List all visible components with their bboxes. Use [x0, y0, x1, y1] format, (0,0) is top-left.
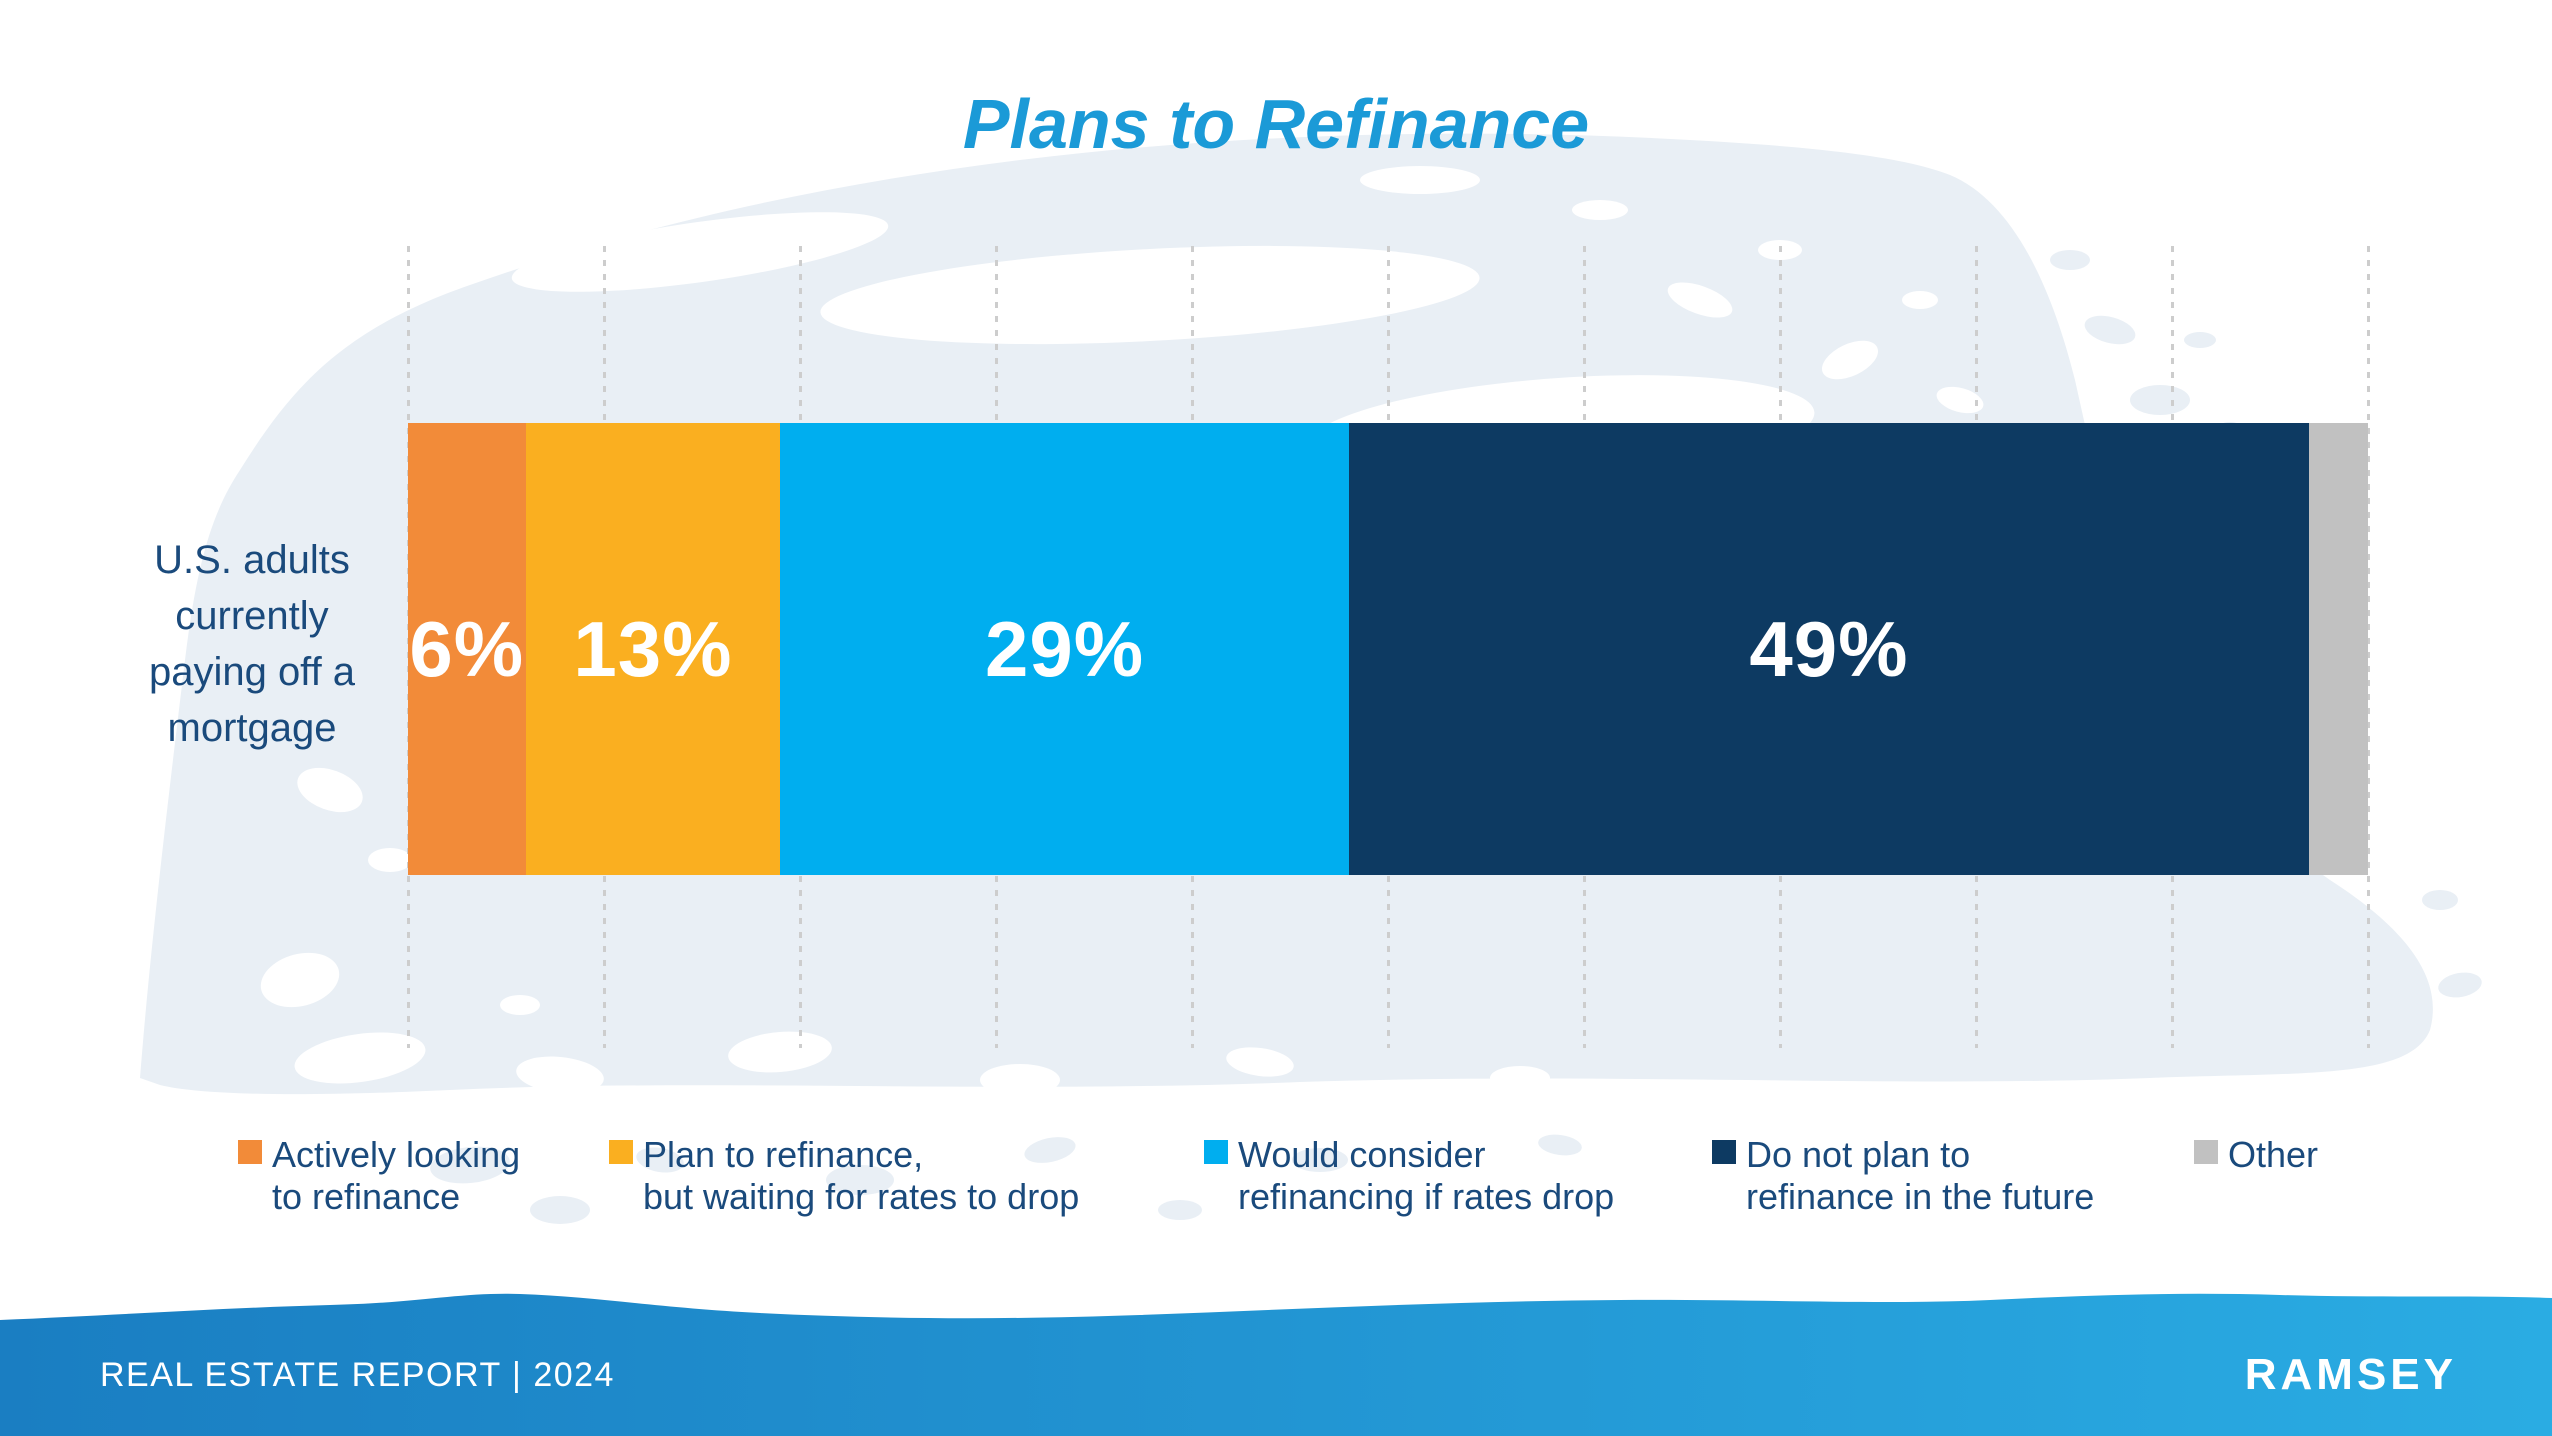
plot-area: 6% 13% 29% 49% — [407, 246, 2370, 1048]
legend-item: Other — [2194, 1134, 2318, 1176]
legend-swatch — [1204, 1140, 1228, 1164]
bar-segment: 6% — [408, 423, 526, 875]
legend-item: Plan to refinance, but waiting for rates… — [609, 1134, 1079, 1218]
legend-item-label: Other — [2228, 1134, 2319, 1175]
legend-item: Actively looking to refinance — [238, 1134, 520, 1218]
legend-swatch — [2194, 1140, 2218, 1164]
legend-item: Would consider refinancing if rates drop — [1204, 1134, 1614, 1218]
bar-segment: 29% — [780, 423, 1349, 875]
bar-segment-label: 49% — [1749, 604, 1909, 693]
bar-segment-label: 13% — [573, 604, 733, 693]
legend-item-label: Do not plan to refinance in the future — [1746, 1134, 2095, 1217]
legend-swatch — [1712, 1140, 1736, 1164]
gridline — [2367, 246, 2370, 1048]
bar-segment: 13% — [525, 423, 781, 875]
legend-swatch — [238, 1140, 262, 1164]
bar-segment: 49% — [1348, 423, 2310, 875]
brand-logo: RAMSEY — [2244, 1350, 2457, 1399]
bar-segment — [2309, 423, 2368, 875]
stacked-bar: 6% 13% 29% 49% — [408, 423, 2368, 875]
legend-item-label: Would consider refinancing if rates drop — [1238, 1134, 1615, 1217]
legend-swatch — [609, 1140, 633, 1164]
chart-title: Plans to Refinance — [962, 85, 1590, 163]
legend-item: Do not plan to refinance in the future — [1712, 1134, 2094, 1218]
legend: Actively looking to refinance Plan to ref… — [238, 1134, 2538, 1244]
bar-segment-label: 29% — [985, 604, 1145, 693]
report-label: REAL ESTATE REPORT | 2024 — [100, 1356, 615, 1394]
legend-item-label: Actively looking to refinance — [272, 1134, 521, 1217]
legend-item-label: Plan to refinance, but waiting for rates… — [643, 1134, 1080, 1217]
category-label: U.S. adults currently paying off a mortg… — [148, 538, 356, 750]
bar-segment-label: 6% — [409, 604, 525, 693]
